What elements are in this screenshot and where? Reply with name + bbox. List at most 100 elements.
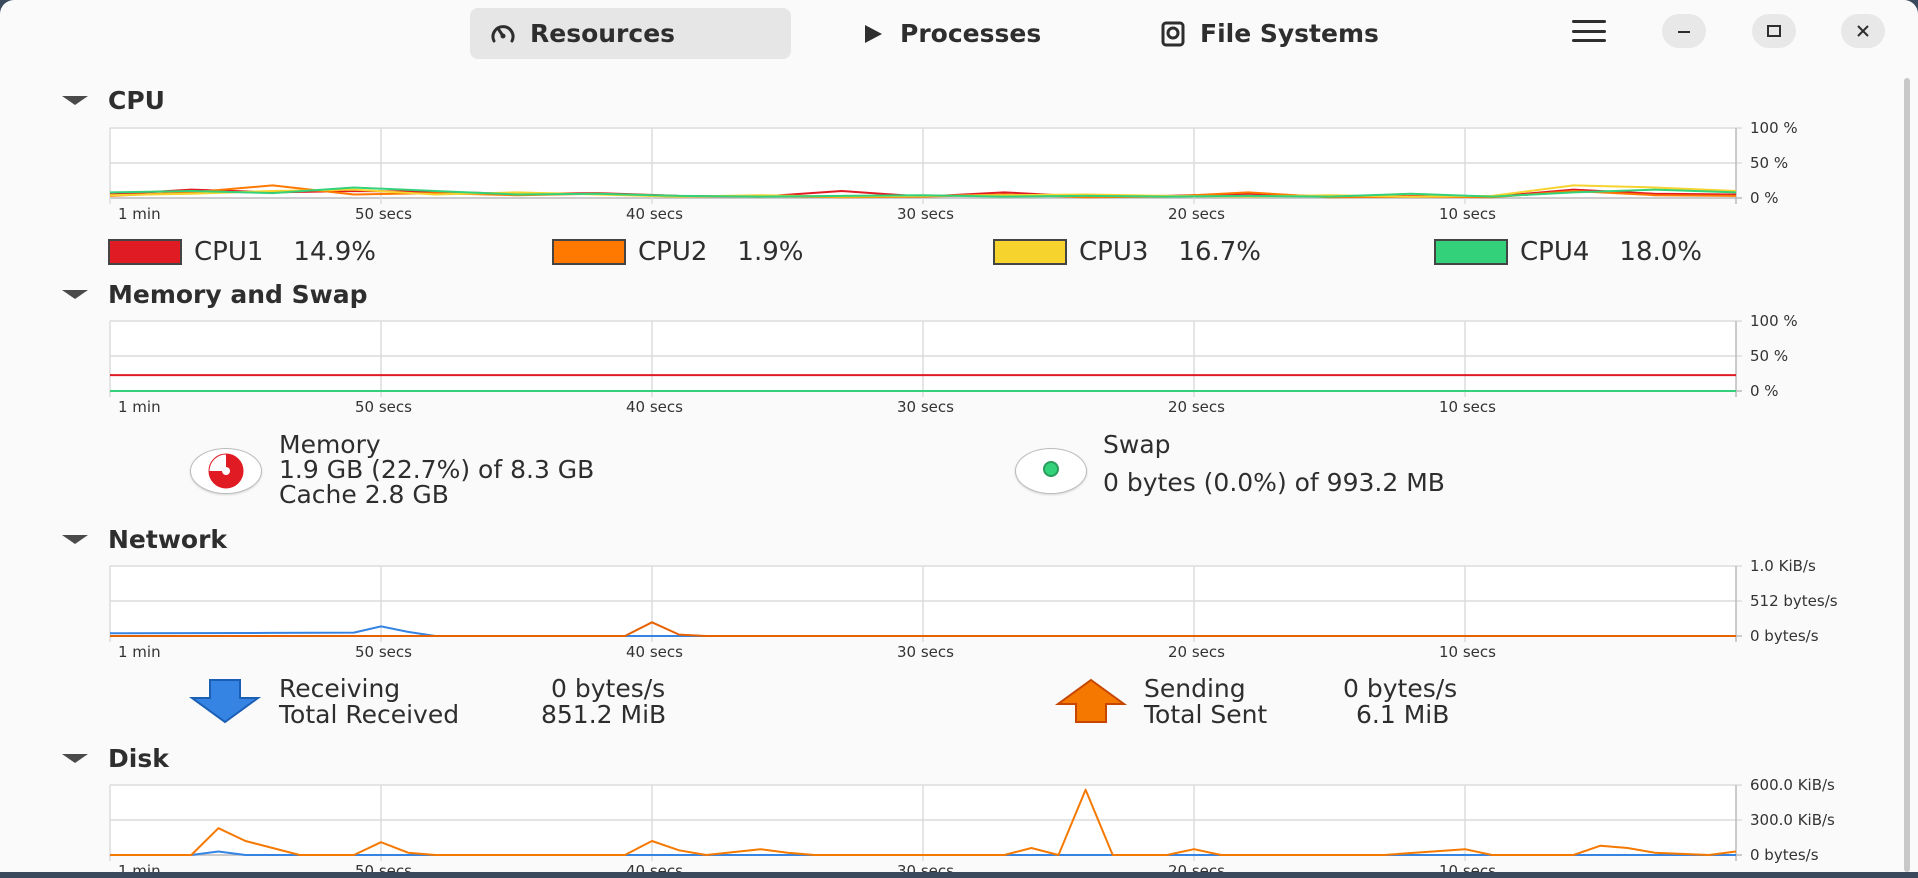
y-tick-label: 300.0 KiB/s (1750, 811, 1835, 829)
memory-section-header[interactable]: Memory and Swap (62, 280, 368, 309)
sending-label: Sending (1144, 674, 1246, 703)
x-tick-label: 20 secs (1168, 862, 1225, 872)
plot-area (109, 784, 1742, 861)
cpu3-legend[interactable]: CPU3 16.7% (993, 237, 1261, 267)
tab-label: File Systems (1200, 19, 1379, 48)
memory-label: Memory (279, 430, 381, 459)
close-button[interactable] (1841, 14, 1885, 48)
cpu-value: 16.7% (1178, 237, 1262, 267)
y-tick-label: 1.0 KiB/s (1750, 557, 1816, 575)
x-tick-label: 1 min (118, 205, 161, 223)
cpu1-color-swatch[interactable] (108, 239, 182, 265)
tab-processes[interactable]: Processes (840, 8, 1102, 59)
minimize-button[interactable] (1662, 14, 1706, 48)
cpu1-legend[interactable]: CPU1 14.9% (108, 237, 376, 267)
cpu-name: CPU2 (638, 237, 708, 267)
x-tick-label: 20 secs (1168, 643, 1225, 661)
receiving-value: 0 bytes/s (551, 674, 666, 703)
x-tick-label: 1 min (118, 643, 161, 661)
cpu4-legend[interactable]: CPU4 18.0% (1434, 237, 1702, 267)
x-tick-label: 40 secs (626, 643, 683, 661)
cpu-name: CPU3 (1079, 237, 1149, 267)
cpu-value: 14.9% (293, 237, 377, 267)
y-tick-label: 0 bytes/s (1750, 846, 1819, 864)
swap-pie-icon (1043, 461, 1059, 477)
maximize-icon (1767, 25, 1781, 37)
y-tick-label: 0 bytes/s (1750, 627, 1819, 645)
close-icon (1857, 25, 1869, 37)
vertical-scrollbar[interactable] (1904, 78, 1910, 872)
swap-pie-chart[interactable] (1015, 448, 1087, 494)
collapse-triangle-icon (62, 96, 88, 105)
disk-section-header[interactable]: Disk (62, 744, 169, 773)
minimize-icon (1678, 31, 1690, 33)
x-tick-label: 30 secs (897, 205, 954, 223)
cpu-name: CPU1 (194, 237, 264, 267)
total-sent-label: Total Sent (1144, 700, 1268, 729)
x-tick-label: 40 secs (626, 398, 683, 416)
receiving-arrow-icon[interactable] (188, 678, 262, 724)
memory-pie-chart[interactable] (190, 448, 262, 494)
collapse-triangle-icon (62, 754, 88, 763)
y-tick-label: 100 % (1750, 312, 1798, 330)
series-line-cpu4 (109, 186, 1737, 198)
y-tick-label: 50 % (1750, 154, 1789, 172)
x-tick-label: 30 secs (897, 398, 954, 416)
swap-label: Swap (1103, 430, 1171, 459)
y-tick-label: 50 % (1750, 347, 1789, 365)
header-bar: Resources Processes File Systems (0, 0, 1918, 66)
tab-file-systems[interactable]: File Systems (1140, 8, 1442, 59)
y-tick-label: 100 % (1750, 119, 1798, 137)
cpu4-color-swatch[interactable] (1434, 239, 1508, 265)
section-title: CPU (108, 86, 165, 115)
x-tick-label: 20 secs (1168, 205, 1225, 223)
plot-area (109, 320, 1742, 397)
y-tick-label: 512 bytes/s (1750, 592, 1838, 610)
collapse-triangle-icon (62, 535, 88, 544)
x-tick-label: 10 secs (1439, 862, 1496, 872)
tab-label: Resources (530, 19, 676, 48)
cpu-value: 1.9% (737, 237, 804, 267)
sending-value: 0 bytes/s (1343, 674, 1458, 703)
x-tick-label: 50 secs (355, 862, 412, 872)
x-tick-label: 40 secs (626, 205, 683, 223)
cpu2-legend[interactable]: CPU2 1.9% (552, 237, 803, 267)
x-tick-label: 1 min (118, 862, 161, 872)
memory-value: 1.9 GB (22.7%) of 8.3 GB (279, 455, 595, 484)
section-title: Disk (108, 744, 169, 773)
disk-graph: 1 min 50 secs 40 secs 30 secs 20 secs 10 secs… (109, 776, 1835, 872)
plot-area (109, 127, 1742, 204)
cpu2-color-swatch[interactable] (552, 239, 626, 265)
x-tick-label: 50 secs (355, 205, 412, 223)
memory-graph: 1 min 50 secs 40 secs 30 secs 20 secs 10 secs… (109, 312, 1798, 416)
total-received-label: Total Received (279, 700, 460, 729)
plot-area (109, 565, 1742, 642)
maximize-button[interactable] (1752, 14, 1796, 48)
total-sent-value: 6.1 MiB (1356, 700, 1450, 729)
series-line-sending (110, 621, 1736, 637)
cpu-section-header[interactable]: CPU (62, 86, 165, 115)
network-section-header[interactable]: Network (62, 525, 227, 554)
y-tick-label: 0 % (1750, 382, 1779, 400)
section-title: Network (108, 525, 228, 554)
tab-resources[interactable]: Resources (470, 8, 791, 59)
collapse-triangle-icon (62, 290, 88, 299)
x-tick-label: 30 secs (897, 862, 954, 872)
hamburger-menu-icon[interactable] (1572, 16, 1606, 46)
sending-arrow-icon[interactable] (1054, 678, 1128, 724)
x-tick-label: 10 secs (1439, 643, 1496, 661)
cpu3-color-swatch[interactable] (993, 239, 1067, 265)
gauge-icon (491, 24, 515, 42)
x-tick-label: 1 min (118, 398, 161, 416)
cpu-value: 18.0% (1619, 237, 1703, 267)
network-graph: 1 min 50 secs 40 secs 30 secs 20 secs 10 secs… (109, 557, 1838, 661)
x-tick-label: 30 secs (897, 643, 954, 661)
total-received-value: 851.2 MiB (541, 700, 667, 729)
y-tick-label: 600.0 KiB/s (1750, 776, 1835, 794)
x-tick-label: 40 secs (626, 862, 683, 872)
swap-value: 0 bytes (0.0%) of 993.2 MB (1103, 468, 1445, 497)
receiving-label: Receiving (279, 674, 401, 703)
cpu-graph: 1 min 50 secs 40 secs 30 secs 20 secs 10 secs… (109, 119, 1798, 223)
hard-disk-icon (1161, 21, 1185, 46)
